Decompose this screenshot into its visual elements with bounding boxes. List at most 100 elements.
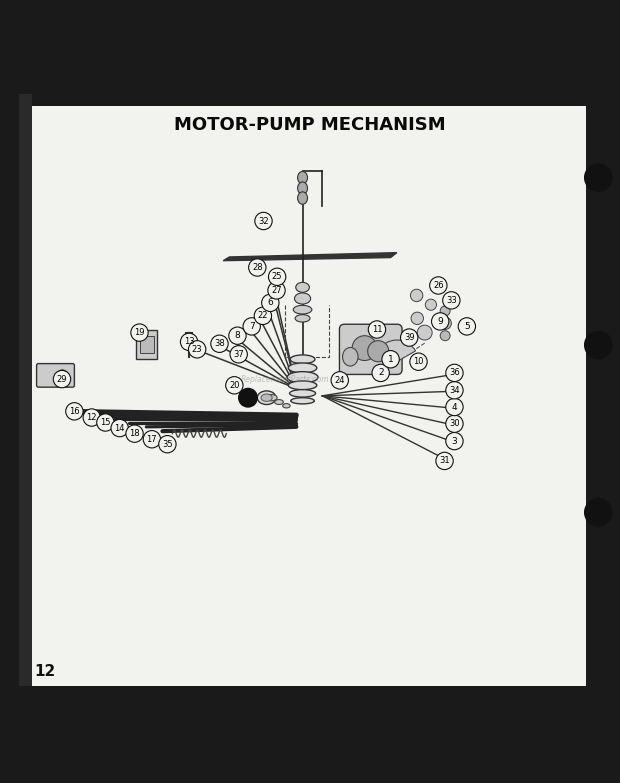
Ellipse shape <box>298 192 308 204</box>
Circle shape <box>188 341 206 358</box>
Ellipse shape <box>288 363 317 373</box>
Circle shape <box>458 318 476 335</box>
Circle shape <box>352 336 377 360</box>
Circle shape <box>410 289 423 301</box>
Circle shape <box>425 299 436 310</box>
Circle shape <box>439 317 451 330</box>
Text: 16: 16 <box>69 407 80 416</box>
Circle shape <box>226 377 243 394</box>
Text: 39: 39 <box>404 333 415 342</box>
Circle shape <box>411 312 423 324</box>
Circle shape <box>239 388 257 407</box>
Text: 28: 28 <box>252 263 263 272</box>
Ellipse shape <box>266 395 277 401</box>
Text: 12: 12 <box>87 413 97 422</box>
Circle shape <box>243 318 260 335</box>
Text: 18: 18 <box>129 429 140 438</box>
Text: 3: 3 <box>451 437 458 446</box>
Text: 37: 37 <box>233 350 244 359</box>
Circle shape <box>446 432 463 449</box>
Circle shape <box>446 415 463 432</box>
FancyBboxPatch shape <box>140 336 154 353</box>
Circle shape <box>446 381 463 399</box>
Ellipse shape <box>275 399 283 405</box>
Ellipse shape <box>287 372 318 383</box>
Circle shape <box>368 341 389 362</box>
Text: 27: 27 <box>271 286 282 295</box>
Ellipse shape <box>294 293 311 304</box>
Circle shape <box>585 499 612 526</box>
Circle shape <box>372 364 389 381</box>
Circle shape <box>446 364 463 381</box>
Text: 6: 6 <box>267 298 273 308</box>
Text: 34: 34 <box>449 386 460 395</box>
Circle shape <box>83 409 100 426</box>
FancyBboxPatch shape <box>37 363 74 387</box>
FancyBboxPatch shape <box>340 324 402 374</box>
Circle shape <box>143 431 161 448</box>
Text: 19: 19 <box>135 328 144 337</box>
Ellipse shape <box>296 283 309 292</box>
Text: 36: 36 <box>449 368 460 377</box>
Circle shape <box>382 351 399 368</box>
Circle shape <box>131 324 148 341</box>
Ellipse shape <box>298 182 308 194</box>
Text: 33: 33 <box>446 296 457 305</box>
Circle shape <box>255 212 272 229</box>
Circle shape <box>436 453 453 470</box>
Circle shape <box>57 370 68 381</box>
Circle shape <box>331 372 348 389</box>
Text: 11: 11 <box>372 325 382 334</box>
Circle shape <box>230 345 247 363</box>
Circle shape <box>229 327 246 345</box>
Text: 15: 15 <box>100 418 110 427</box>
Ellipse shape <box>283 403 290 408</box>
Ellipse shape <box>257 391 276 405</box>
Text: 14: 14 <box>115 424 125 432</box>
Text: 7: 7 <box>249 322 255 331</box>
Ellipse shape <box>342 348 358 366</box>
Circle shape <box>180 334 198 351</box>
Ellipse shape <box>288 381 317 390</box>
Circle shape <box>111 420 128 437</box>
FancyBboxPatch shape <box>136 330 157 359</box>
Circle shape <box>401 329 418 346</box>
Circle shape <box>66 402 83 420</box>
Text: 12: 12 <box>34 664 55 679</box>
Circle shape <box>262 294 279 312</box>
Text: 13: 13 <box>184 337 195 346</box>
Ellipse shape <box>293 305 312 314</box>
Text: 25: 25 <box>272 272 282 281</box>
Bar <box>19 94 586 106</box>
Circle shape <box>585 331 612 359</box>
Circle shape <box>249 259 266 276</box>
Text: MOTOR-PUMP MECHANISM: MOTOR-PUMP MECHANISM <box>174 116 446 134</box>
Text: 24: 24 <box>335 376 345 384</box>
Text: 38: 38 <box>214 339 225 348</box>
Text: 22: 22 <box>258 312 268 320</box>
Ellipse shape <box>261 394 272 402</box>
Circle shape <box>254 307 272 324</box>
Text: 30: 30 <box>449 419 460 428</box>
Circle shape <box>268 282 285 299</box>
Text: 20: 20 <box>229 381 239 390</box>
Circle shape <box>417 325 432 340</box>
Ellipse shape <box>290 355 315 363</box>
Ellipse shape <box>290 390 316 397</box>
Text: ReplacementParts.com: ReplacementParts.com <box>241 374 329 384</box>
Text: 1: 1 <box>388 355 394 364</box>
Circle shape <box>585 164 612 191</box>
Circle shape <box>443 292 460 309</box>
Circle shape <box>211 335 228 352</box>
Text: 9: 9 <box>437 317 443 326</box>
Circle shape <box>446 399 463 416</box>
Text: 4: 4 <box>451 402 458 412</box>
Circle shape <box>440 306 450 316</box>
Circle shape <box>410 353 427 370</box>
Text: 5: 5 <box>464 322 470 331</box>
Text: 35: 35 <box>162 440 173 449</box>
Circle shape <box>430 277 447 294</box>
Text: 31: 31 <box>439 456 450 465</box>
Wedge shape <box>378 340 415 362</box>
Text: 17: 17 <box>146 435 157 444</box>
